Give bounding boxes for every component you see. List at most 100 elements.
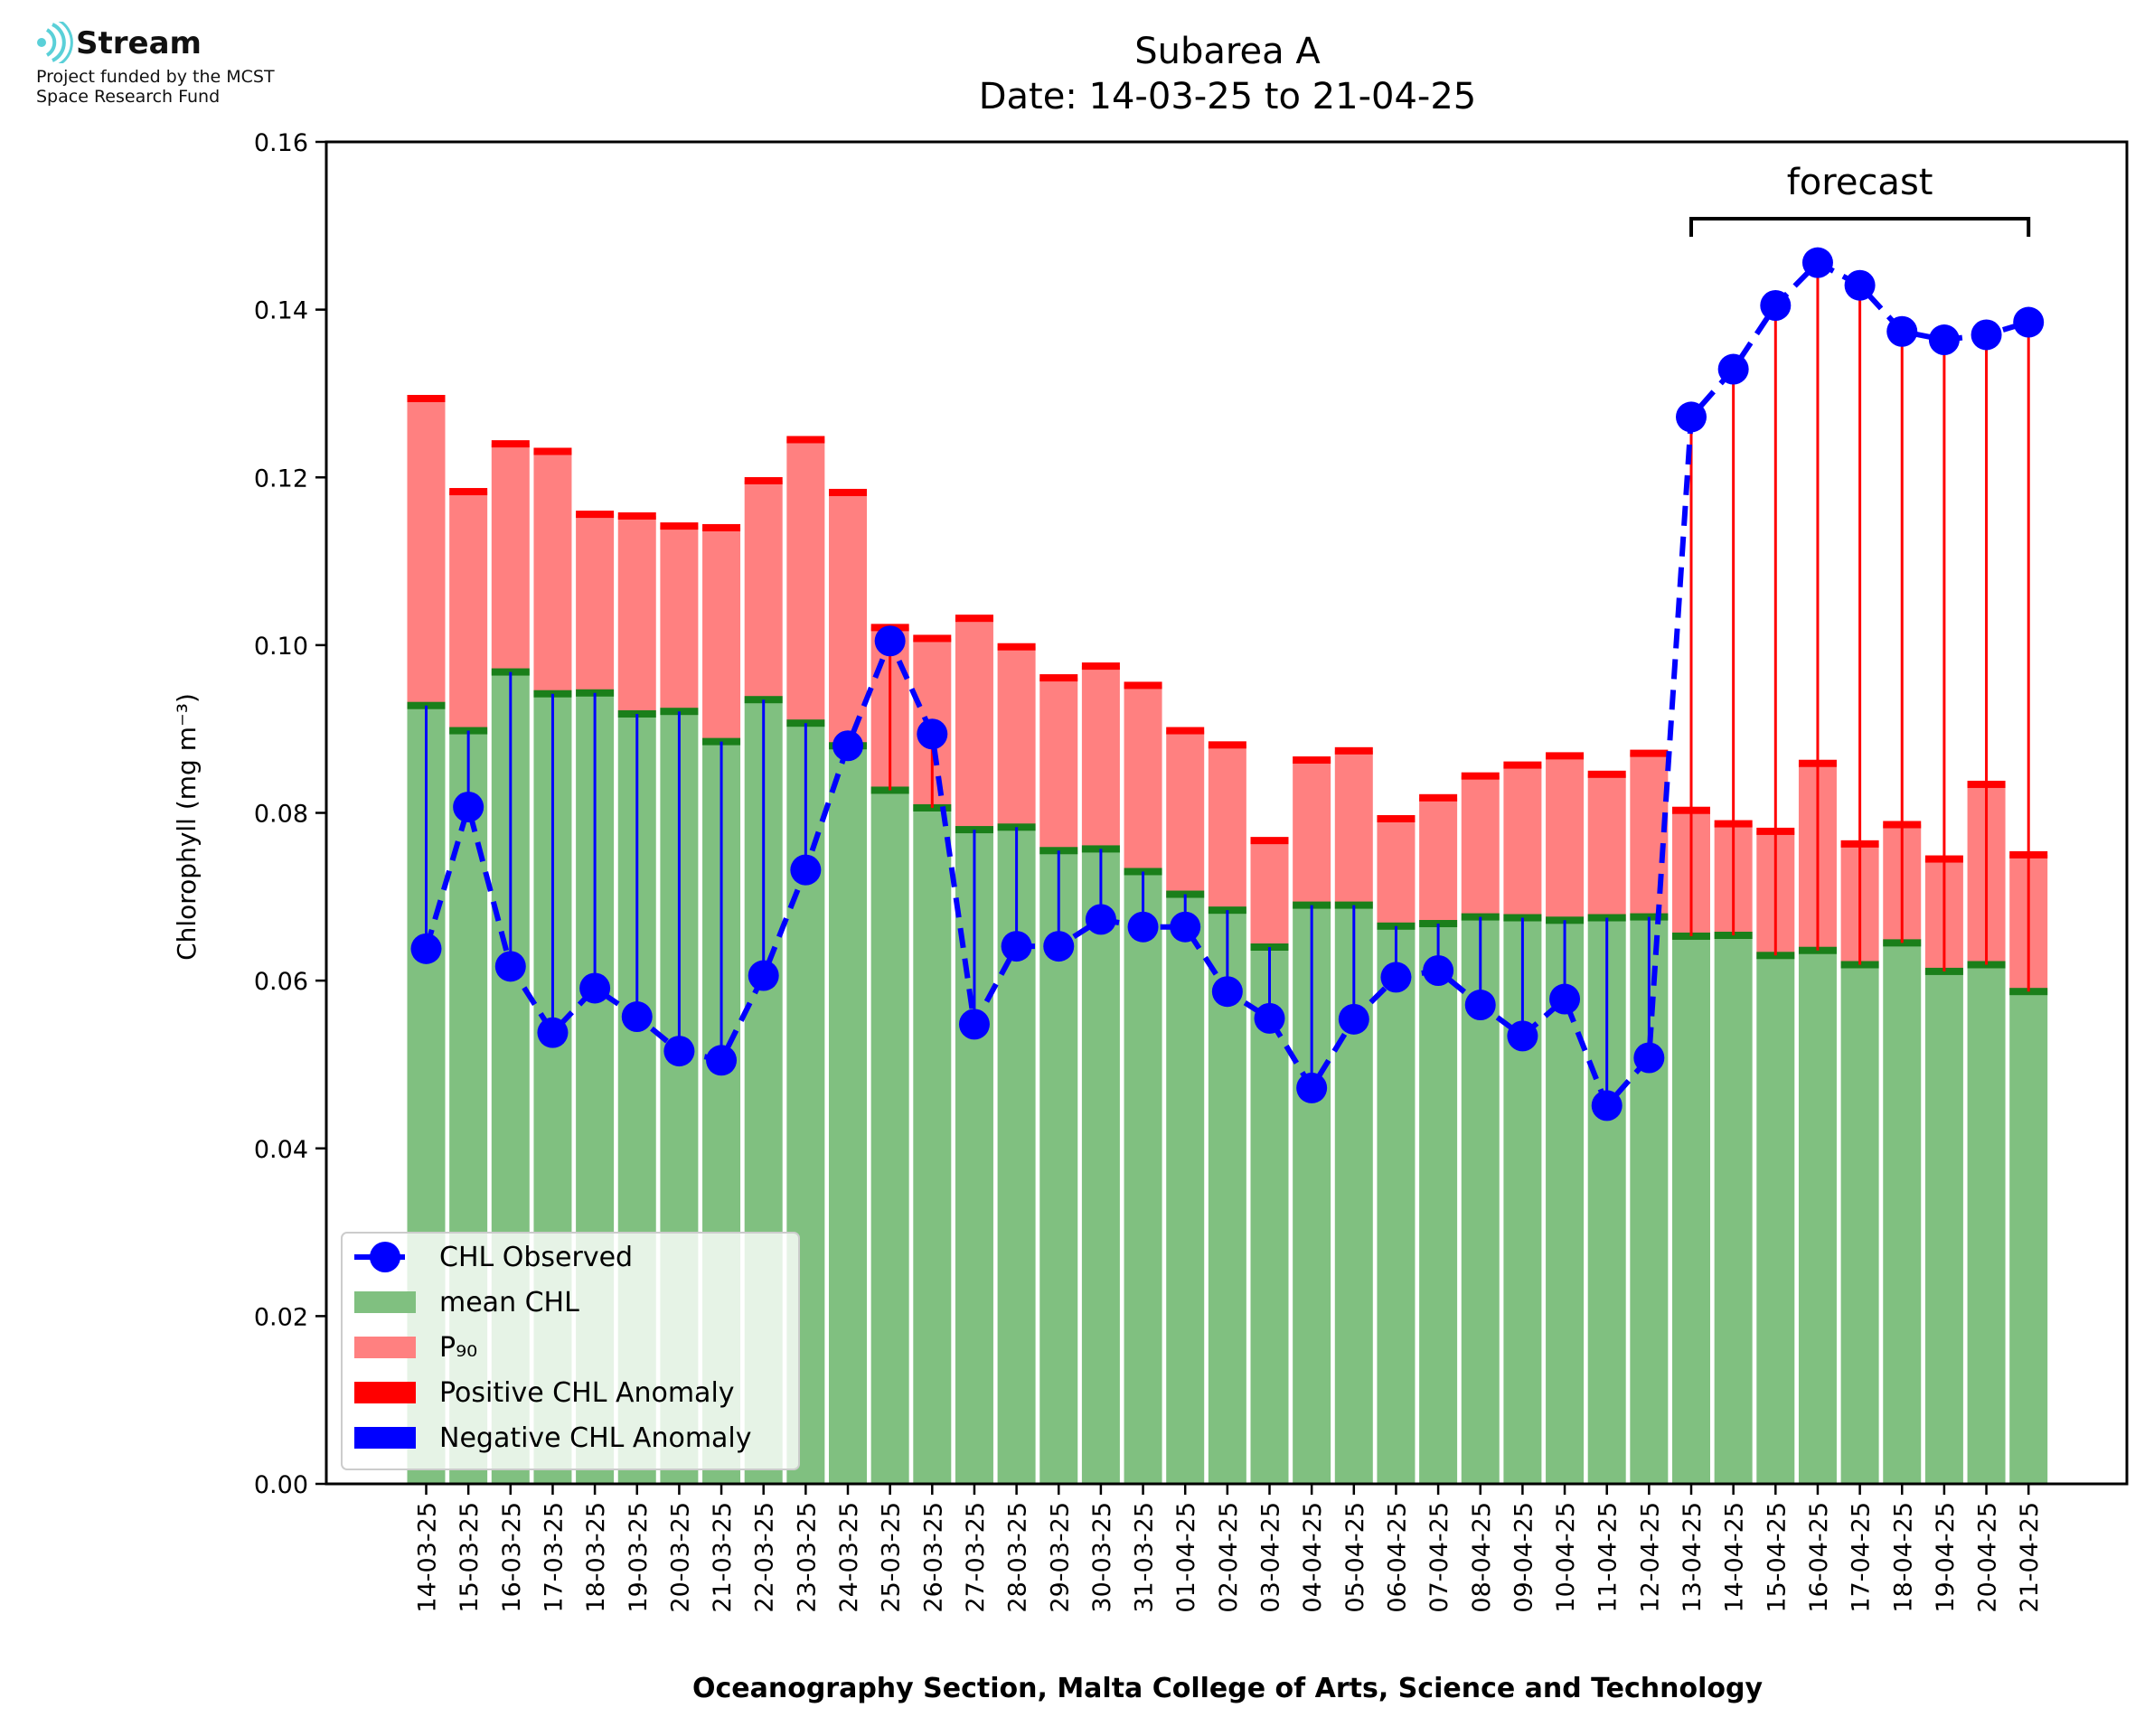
legend-label: Negative CHL Anomaly	[439, 1422, 752, 1454]
observed-point	[1127, 911, 1159, 943]
x-tick-label: 20-03-25	[666, 1502, 694, 1613]
observed-point	[1549, 983, 1581, 1015]
x-tick-label: 01-04-25	[1172, 1502, 1200, 1613]
p90-cap	[1166, 727, 1205, 735]
y-tick-label: 0.00	[254, 1471, 308, 1499]
observed-point	[1971, 319, 2002, 351]
observed-point	[917, 718, 948, 750]
legend-swatch	[354, 1382, 416, 1403]
x-tick-label: 25-03-25	[878, 1502, 906, 1613]
logo: Stream Project funded by the MCST Space …	[33, 22, 376, 121]
x-tick-label: 30-03-25	[1088, 1502, 1116, 1613]
p90-cap	[1546, 752, 1585, 760]
mean-bar	[1081, 849, 1120, 1484]
mean-cap	[1419, 920, 1458, 928]
y-tick-label: 0.08	[254, 801, 308, 829]
y-axis-label: Chlorophyll (mg m⁻³)	[172, 693, 202, 961]
p90-bar	[702, 527, 741, 742]
x-tick-label: 08-04-25	[1468, 1502, 1496, 1613]
mean-bar	[870, 790, 909, 1484]
y-tick-label: 0.16	[254, 129, 308, 157]
x-tick-label: 10-04-25	[1552, 1502, 1580, 1613]
observed-point	[1254, 1002, 1285, 1034]
x-tick-label: 23-03-25	[793, 1502, 821, 1613]
p90-cap	[913, 634, 952, 643]
legend-swatch	[354, 1291, 416, 1313]
logo-line1: Project funded by the MCST	[36, 67, 275, 87]
p90-bar	[1546, 755, 1585, 921]
p90-cap	[1461, 772, 1500, 780]
x-tick-label: 17-04-25	[1848, 1502, 1876, 1613]
observed-point	[790, 854, 822, 886]
p90-cap	[1587, 770, 1626, 778]
p90-bar	[1587, 774, 1626, 918]
p90-cap	[1503, 761, 1542, 769]
observed-point	[1338, 1003, 1369, 1035]
chart-title: Subarea A	[1134, 31, 1321, 72]
observed-point	[2013, 306, 2045, 338]
mean-bar	[913, 807, 952, 1484]
y-tick-label: 0.02	[254, 1303, 308, 1331]
p90-bar	[1039, 678, 1078, 851]
plot-area: 0.00 0.02 0.04 0.06 0.08 0.10 0.12 0.14 0.16 14-0…	[254, 129, 2129, 1613]
observed-point	[1801, 247, 1833, 278]
p90-cap	[1377, 814, 1416, 822]
mean-bar	[829, 746, 867, 1484]
p90-bar	[1419, 797, 1458, 924]
mean-bar	[1967, 964, 2006, 1484]
p90-bar	[617, 515, 656, 714]
observed-point	[410, 933, 442, 964]
p90-bar	[491, 444, 530, 672]
legend-swatch	[354, 1337, 416, 1358]
x-tick-label: 18-03-25	[582, 1502, 610, 1613]
legend-label: mean CHL	[439, 1287, 579, 1318]
p90-bar	[1461, 775, 1500, 917]
x-tick-label: 21-03-25	[709, 1502, 737, 1613]
observed-point	[1085, 904, 1116, 935]
legend-swatch	[354, 1427, 416, 1449]
observed-point	[1886, 315, 1918, 347]
observed-point	[453, 792, 484, 823]
chart-subtitle: Date: 14-03-25 to 21-04-25	[979, 76, 1477, 117]
x-tick-label: 03-04-25	[1257, 1502, 1285, 1613]
p90-bar	[407, 399, 446, 706]
logo-brand: Stream	[76, 25, 202, 61]
x-tick-label: 28-03-25	[1004, 1502, 1032, 1613]
p90-bar	[829, 492, 867, 746]
mean-bar	[1672, 935, 1710, 1484]
y-tick-label: 0.14	[254, 297, 308, 325]
observed-point	[1633, 1042, 1665, 1074]
observed-point	[1211, 976, 1243, 1008]
p90-cap	[407, 395, 446, 403]
p90-bar	[1503, 765, 1542, 918]
observed-point	[1844, 269, 1876, 301]
p90-bar	[533, 451, 572, 694]
observed-point	[1760, 289, 1792, 321]
x-axis-label: Oceanography Section, Malta College of A…	[692, 1673, 1764, 1704]
observed-point	[958, 1009, 990, 1040]
legend-label: P₉₀	[439, 1332, 477, 1364]
x-tick-label: 15-04-25	[1763, 1502, 1791, 1613]
p90-bar	[1334, 750, 1373, 906]
forecast-label: forecast	[1787, 162, 1933, 203]
p90-bar	[576, 514, 615, 693]
x-tick-label: 12-04-25	[1636, 1502, 1664, 1613]
observed-point	[1423, 954, 1454, 986]
p90-cap	[955, 615, 993, 623]
x-tick-label: 27-03-25	[962, 1502, 990, 1613]
x-tick-label: 14-03-25	[414, 1502, 442, 1613]
p90-cap	[1250, 837, 1289, 845]
x-tick-label: 15-03-25	[456, 1502, 484, 1613]
observed-point	[706, 1045, 738, 1076]
p90-cap	[576, 511, 615, 519]
y-tick-label: 0.10	[254, 633, 308, 661]
forecast-bracket	[1689, 217, 2031, 237]
p90-cap	[1208, 741, 1246, 749]
p90-cap	[617, 511, 656, 520]
observed-point	[1043, 931, 1075, 962]
p90-cap	[533, 447, 572, 455]
p90-cap	[744, 476, 783, 484]
p90-bar	[660, 526, 699, 712]
x-tick-label: 20-04-25	[1974, 1502, 2002, 1613]
p90-bar	[1250, 840, 1289, 947]
